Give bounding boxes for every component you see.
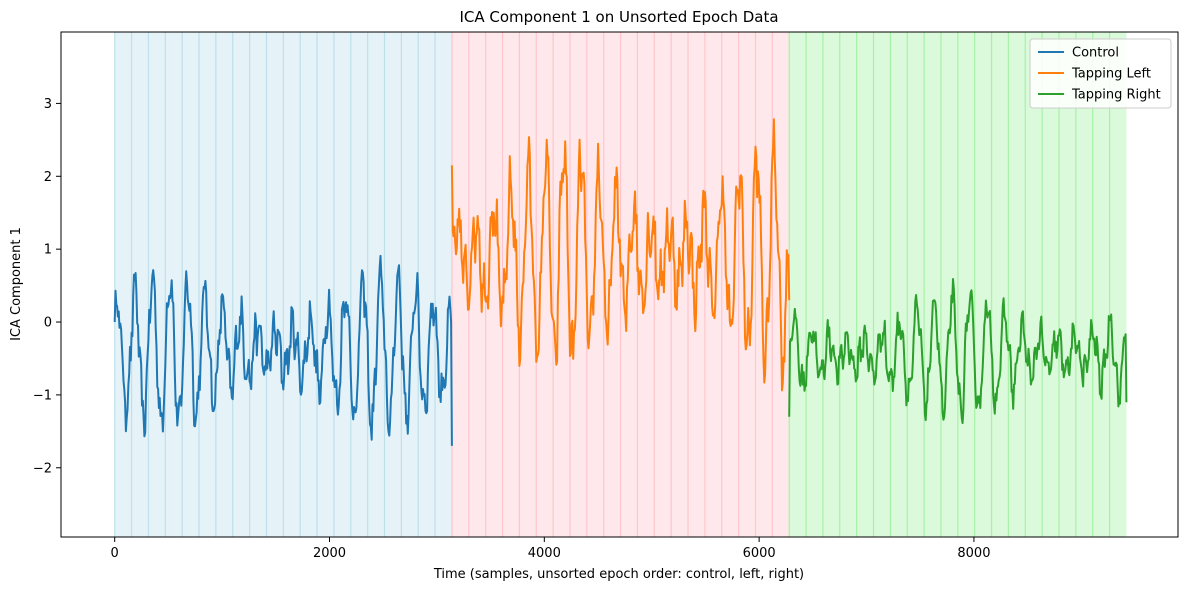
- x-tick-label: 6000: [743, 546, 776, 561]
- chart-title: ICA Component 1 on Unsorted Epoch Data: [459, 8, 778, 26]
- x-tick-label: 8000: [957, 546, 990, 561]
- series-line-2: [788, 278, 1128, 425]
- y-tick-label: 0: [44, 316, 52, 331]
- legend-label: Tapping Right: [1071, 88, 1161, 103]
- y-axis-label: ICA Component 1: [9, 227, 24, 341]
- legend-label: Control: [1072, 46, 1119, 61]
- series-lines: [113, 118, 1128, 446]
- x-tick-label: 2000: [313, 546, 346, 561]
- y-tick-label: −1: [33, 388, 52, 403]
- plot-frame: [60, 31, 1179, 538]
- y-tick-label: 3: [44, 97, 52, 112]
- x-axis-label: Time (samples, unsorted epoch order: con…: [433, 567, 804, 582]
- y-tick-label: 2: [44, 170, 52, 185]
- x-tick-label: 0: [111, 546, 119, 561]
- x-tick-label: 4000: [528, 546, 561, 561]
- y-tick-label: −2: [33, 461, 52, 476]
- epoch-boundary-lines: [114, 32, 1111, 537]
- y-tick-label: 1: [44, 243, 52, 258]
- y-axis-ticks: −2 −1 0 1 2 3: [33, 97, 61, 476]
- legend: Control Tapping Left Tapping Right: [1029, 38, 1172, 109]
- legend-label: Tapping Left: [1071, 67, 1151, 82]
- series-line-1: [450, 118, 791, 392]
- x-axis-ticks: 0 2000 4000 6000 8000: [111, 537, 990, 561]
- series-line-0: [113, 254, 453, 446]
- legend-box: [1029, 38, 1172, 109]
